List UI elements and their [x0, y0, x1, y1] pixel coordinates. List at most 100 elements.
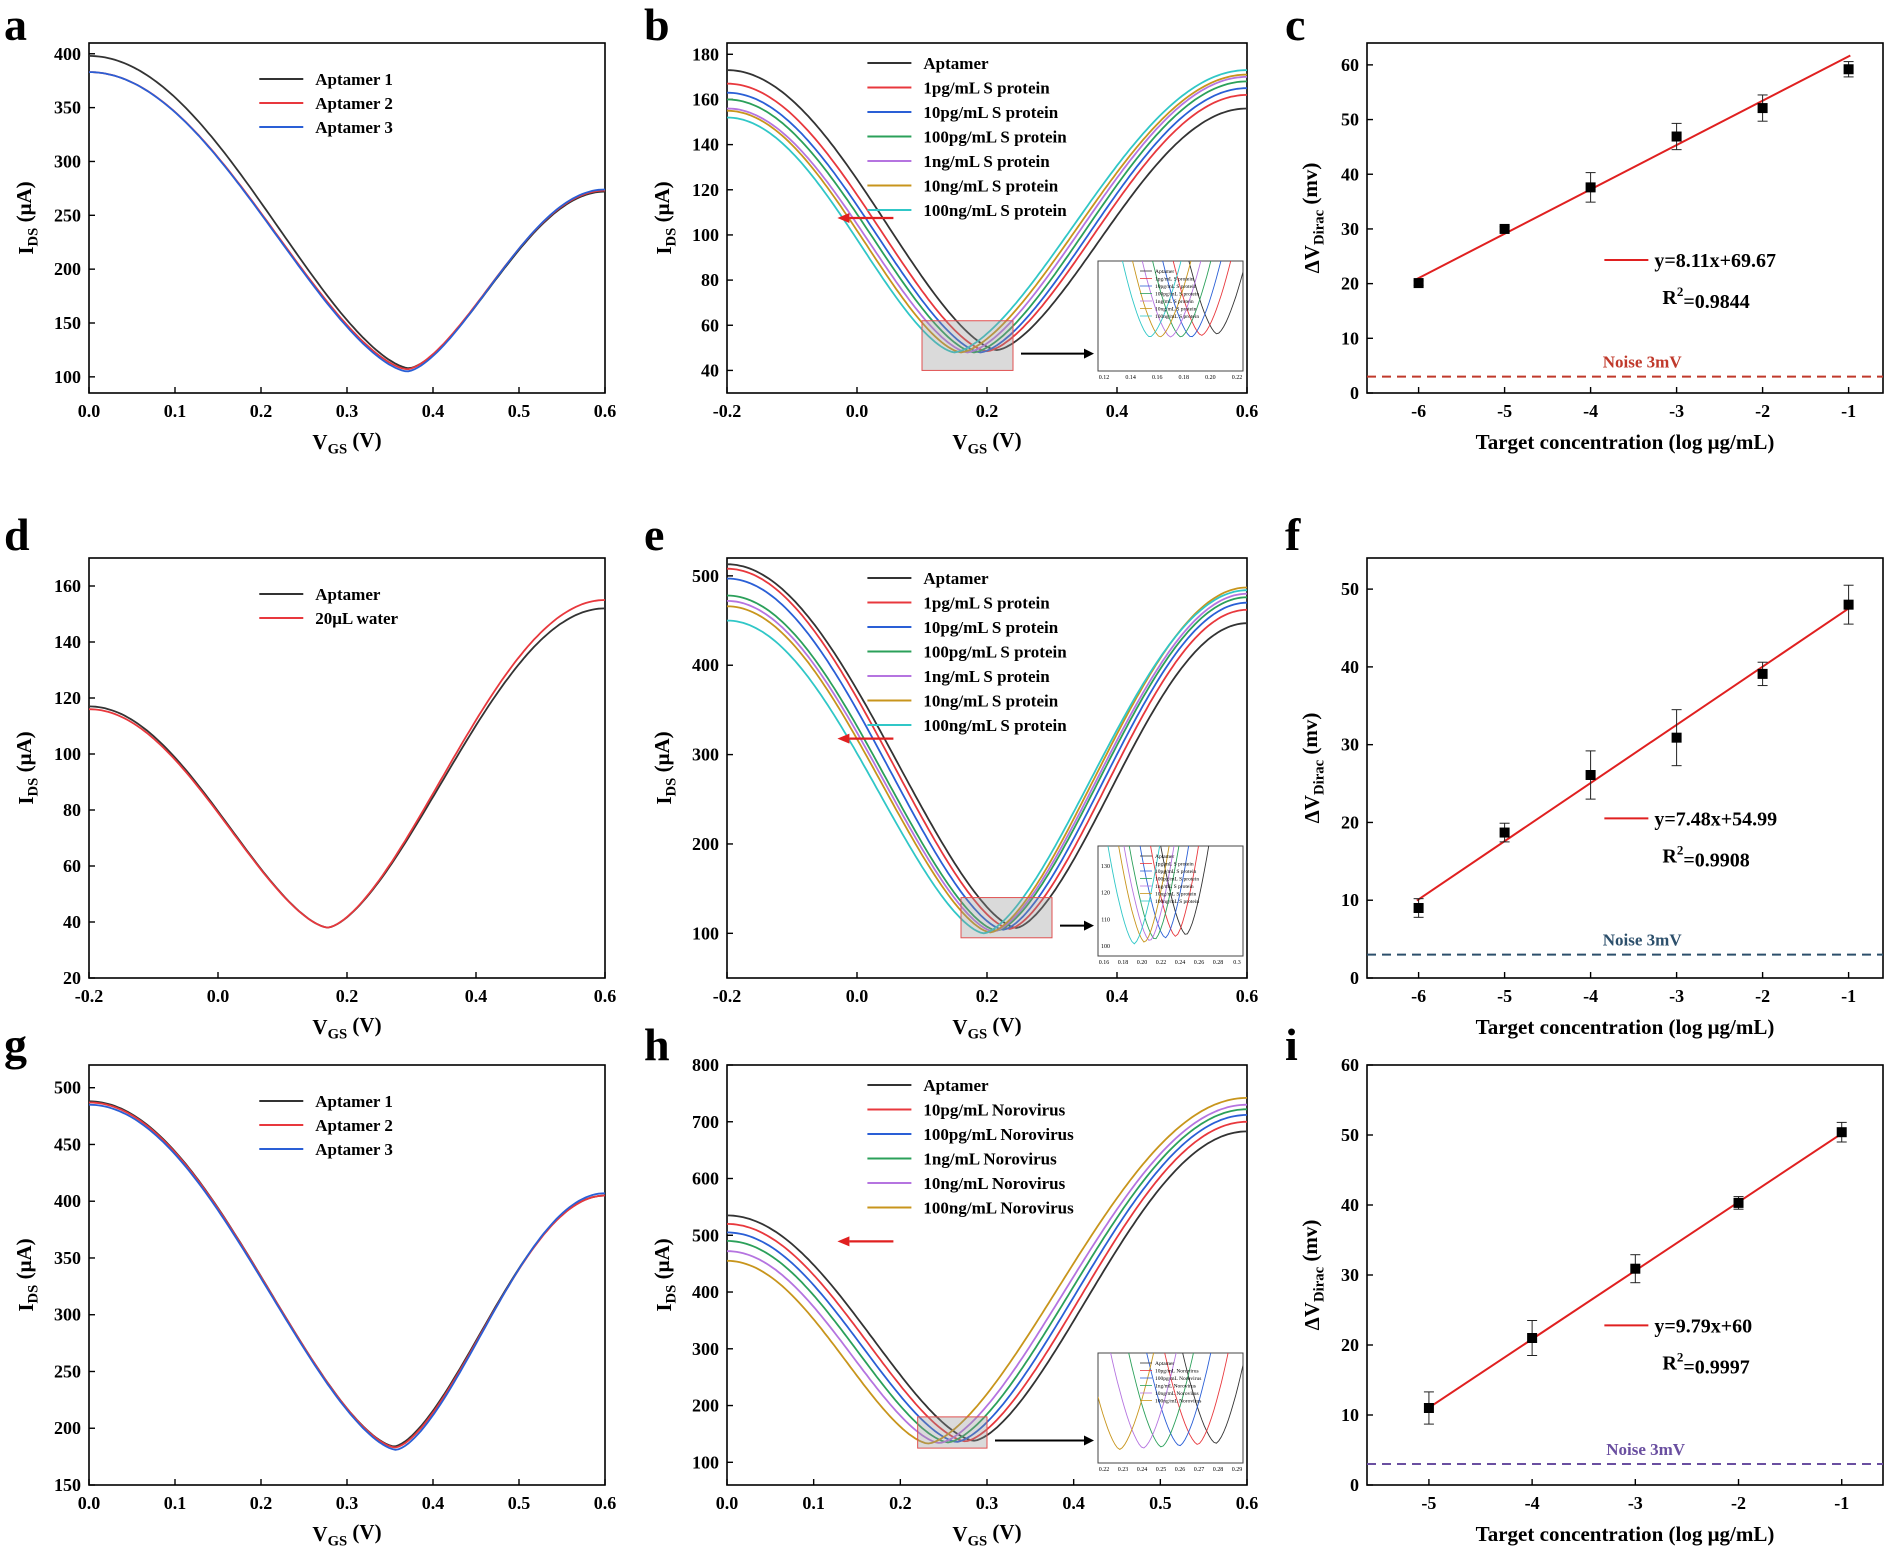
x-tick-label: 0.4	[422, 401, 445, 421]
x-tick-label: -6	[1411, 401, 1426, 421]
y-tick-label: 150	[54, 1475, 81, 1495]
y-tick-label: 450	[54, 1134, 81, 1154]
fit-equation: y=9.79x+60	[1654, 1315, 1752, 1337]
series-line-0	[89, 607, 605, 929]
y-tick-label: 20	[63, 968, 81, 988]
series-line-2	[727, 87, 1247, 354]
x-tick-label: -1	[1834, 1493, 1849, 1513]
y-axis-label: ΔVDirac (mv)	[1298, 163, 1327, 274]
x-axis-label: VGS (V)	[952, 1013, 1021, 1042]
inset-x-tick-label: 0.24	[1137, 1467, 1148, 1473]
noise-label: Noise 3mV	[1606, 1440, 1686, 1459]
data-point	[1630, 1263, 1641, 1274]
x-tick-label: 0.0	[78, 401, 101, 421]
inset-y-tick-label: 110	[1101, 917, 1110, 923]
inset-legend-label-2: 100pg/mL Norovirus	[1155, 1376, 1201, 1382]
panel-h: 0.0 0.1 0.2 0.3 0.4 0.5 0.6 100 200 300 400 500 600 7…	[650, 1055, 1258, 1549]
fit-line	[1416, 54, 1851, 280]
y-tick-label: 20	[1341, 812, 1359, 832]
x-axis-label: Target concentration (log μg/mL)	[1476, 430, 1775, 454]
y-tick-label: 40	[1341, 657, 1359, 677]
data-point	[1757, 668, 1768, 679]
x-tick-label: 0.0	[716, 1493, 739, 1513]
panel-letter-e: e	[644, 509, 664, 560]
y-tick-label: 40	[1341, 164, 1359, 184]
y-tick-label: 0	[1350, 383, 1359, 403]
inset-line-4	[1123, 846, 1175, 941]
panel-letter-b: b	[644, 0, 670, 50]
y-tick-label: 10	[1341, 328, 1359, 348]
legend-label-1: 1pg/mL S protein	[923, 594, 1050, 613]
y-tick-label: 200	[54, 1418, 81, 1438]
inset-legend-label-5: 10ng/mL S protein	[1155, 892, 1197, 898]
y-tick-label: 10	[1341, 890, 1359, 910]
x-tick-label: -4	[1525, 1493, 1540, 1513]
x-axis-label: VGS (V)	[312, 1013, 381, 1042]
fit-line	[1416, 606, 1851, 902]
inset-line-4	[1141, 261, 1202, 338]
x-tick-label: 0.0	[846, 401, 869, 421]
inset-x-tick-label: 0.12	[1099, 375, 1110, 381]
legend-label-3: 100pg/mL S protein	[923, 128, 1067, 147]
shift-arrow-head	[837, 733, 850, 744]
y-tick-label: 40	[63, 912, 81, 932]
noise-label: Noise 3mV	[1603, 353, 1683, 372]
x-tick-label: 0.2	[336, 986, 359, 1006]
x-tick-label: -0.2	[75, 986, 104, 1006]
x-tick-label: 0.5	[508, 1493, 531, 1513]
inset-legend-label-4: 1ng/mL S protein	[1155, 299, 1194, 305]
y-tick-label: 30	[1341, 1265, 1359, 1285]
series-line-2	[89, 71, 605, 373]
y-tick-label: 100	[692, 923, 719, 943]
y-tick-label: 50	[1341, 110, 1359, 130]
series-line-5	[727, 73, 1247, 354]
x-tick-label: 0.1	[802, 1493, 825, 1513]
legend-label-0: Aptamer	[923, 569, 989, 588]
x-tick-label: 0.4	[1106, 401, 1129, 421]
data-point	[1499, 223, 1510, 234]
legend-label-4: 1ng/mL S protein	[923, 667, 1050, 686]
y-tick-label: 300	[692, 1339, 719, 1359]
y-tick-label: 500	[54, 1078, 81, 1098]
x-tick-label: -1	[1841, 986, 1856, 1006]
x-tick-label: 0.4	[1062, 1493, 1085, 1513]
y-tick-label: 200	[54, 259, 81, 279]
y-tick-label: 0	[1350, 1475, 1359, 1495]
legend-label-0: Aptamer	[923, 1076, 989, 1095]
plot-frame	[1366, 42, 1884, 394]
inset-x-tick-label: 0.27	[1194, 1467, 1205, 1473]
series-line-2	[727, 577, 1247, 931]
inset-legend-label-5: 100ng/mL Norovirus	[1155, 1399, 1201, 1405]
inset-line-6	[1107, 846, 1161, 945]
inset-x-tick-label: 0.26	[1175, 1467, 1186, 1473]
x-tick-label: -5	[1497, 986, 1512, 1006]
panel-c: -6 -5 -4 -3 -2 -1 0 10 20 30 40 50 60 Target concentr…	[1298, 42, 1884, 454]
series-line-6	[727, 589, 1247, 935]
fit-r-squared: R2=0.9908	[1662, 843, 1749, 872]
x-tick-label: 0.2	[976, 401, 999, 421]
y-tick-label: 350	[54, 98, 81, 118]
inset-line-0	[1182, 1353, 1243, 1444]
inset-legend-label-3: 1ng/mL Norovirus	[1155, 1384, 1196, 1390]
y-tick-label: 180	[692, 44, 719, 64]
y-tick-label: 400	[54, 44, 81, 64]
y-axis-label: IDS (μA)	[12, 1238, 41, 1311]
series-line-4	[727, 76, 1247, 354]
legend-label-0: Aptamer 1	[315, 1092, 393, 1111]
y-tick-label: 20	[1341, 274, 1359, 294]
y-tick-label: 20	[1341, 1335, 1359, 1355]
x-tick-label: -2	[1755, 986, 1770, 1006]
inset-line-3	[1152, 261, 1212, 338]
legend-label-2: Aptamer 3	[315, 1140, 393, 1159]
series-line-1	[89, 71, 605, 371]
y-tick-label: 30	[1341, 219, 1359, 239]
x-tick-label: 0.4	[1106, 986, 1129, 1006]
panel-letter-d: d	[4, 509, 30, 560]
y-tick-label: 80	[701, 270, 719, 290]
zoom-region	[921, 320, 1014, 371]
zoom-region	[917, 1416, 988, 1449]
x-tick-label: 0.1	[164, 1493, 187, 1513]
y-tick-label: 400	[692, 655, 719, 675]
y-tick-label: 40	[701, 360, 719, 380]
